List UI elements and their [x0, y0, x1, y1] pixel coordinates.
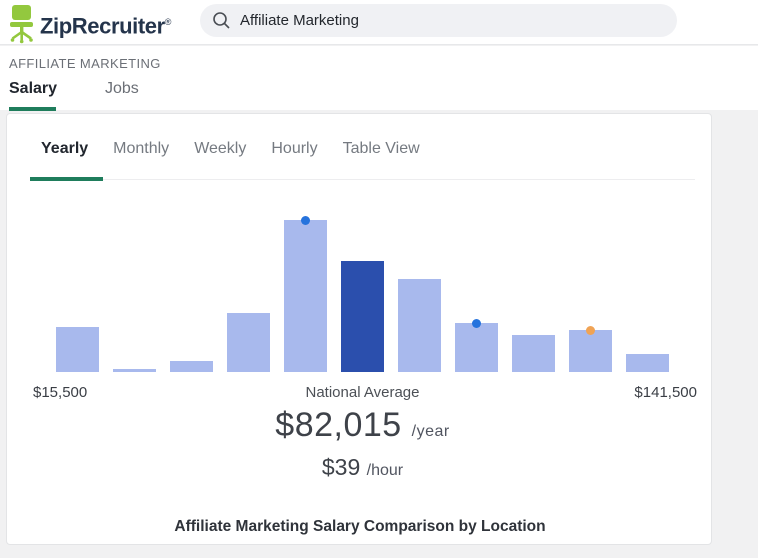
period-tabs-divider — [30, 177, 695, 181]
active-tab-underline — [9, 107, 56, 111]
salary-histogram — [56, 212, 669, 372]
hourly-salary-unit: /hour — [366, 462, 404, 479]
national-average-label: National Average — [305, 384, 420, 401]
chart-bar[interactable] — [569, 330, 612, 372]
search-input[interactable] — [240, 12, 640, 29]
registered-mark: ® — [164, 17, 172, 27]
yearly-salary-unit: /year — [411, 423, 450, 440]
tab-monthly[interactable]: Monthly — [113, 140, 170, 157]
chart-bar-national-average[interactable] — [341, 261, 384, 372]
chart-axis-labels: $15,500 National Average $141,500 — [7, 384, 713, 402]
top-header: ZipRecruiter® — [0, 0, 758, 45]
brand-name: ZipRecruiter® — [40, 13, 172, 39]
marker-dot-blue — [301, 215, 310, 225]
search-icon — [213, 12, 230, 29]
chart-bar[interactable] — [227, 313, 270, 372]
period-tabs: Yearly Monthly Weekly Hourly Table View — [41, 140, 420, 158]
chart-bar[interactable] — [170, 361, 213, 372]
axis-min-label: $15,500 — [33, 384, 88, 401]
chart-bar[interactable] — [398, 279, 441, 372]
tab-hourly[interactable]: Hourly — [271, 140, 318, 157]
chart-bar[interactable] — [113, 369, 156, 372]
salary-card: Yearly Monthly Weekly Hourly Table View … — [6, 113, 712, 545]
chart-bar[interactable] — [512, 335, 555, 372]
chart-bar[interactable] — [455, 323, 498, 372]
tab-salary[interactable]: Salary — [9, 80, 58, 97]
sub-header: AFFILIATE MARKETING Salary Jobs — [0, 46, 758, 111]
active-period-underline — [30, 177, 103, 181]
tab-weekly[interactable]: Weekly — [194, 140, 247, 157]
breadcrumb: AFFILIATE MARKETING — [9, 56, 161, 71]
tab-yearly[interactable]: Yearly — [41, 140, 89, 157]
ziprecruiter-logo[interactable]: ZipRecruiter® — [8, 3, 171, 45]
comparison-section-title: Affiliate Marketing Salary Comparison by… — [174, 518, 546, 535]
axis-max-label: $141,500 — [634, 384, 697, 401]
chart-bar[interactable] — [56, 327, 99, 372]
chart-bar[interactable] — [284, 220, 327, 372]
search-bar[interactable] — [200, 4, 677, 37]
tab-jobs[interactable]: Jobs — [105, 80, 139, 97]
chart-bar[interactable] — [626, 354, 669, 372]
marker-dot-orange — [586, 325, 595, 335]
chair-icon — [10, 4, 33, 43]
marker-dot-blue — [472, 318, 481, 328]
hourly-salary-value: $39 — [321, 454, 361, 480]
salary-summary: $82,015 /year $39 /hour — [56, 406, 669, 481]
yearly-salary-value: $82,015 — [275, 406, 402, 444]
tab-table-view[interactable]: Table View — [342, 140, 420, 157]
